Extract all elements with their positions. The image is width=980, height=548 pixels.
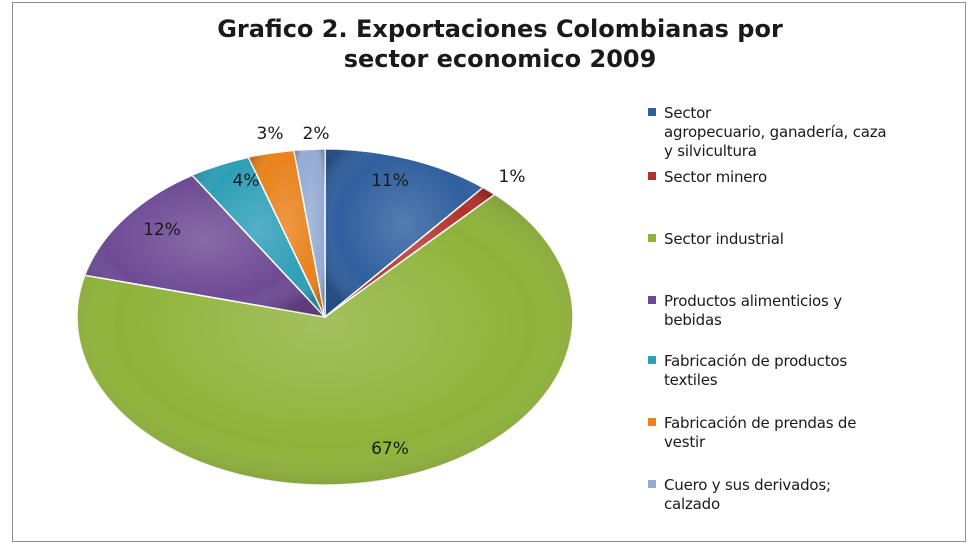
legend-label-line: Fabricación de productos — [664, 352, 848, 370]
legend-swatch-6 — [648, 418, 656, 426]
pie-slice-shading-2 — [325, 187, 495, 317]
data-label-3: 67% — [371, 439, 409, 459]
legend-label-line: Productos alimenticios y — [664, 292, 842, 310]
legend-label-line: textiles — [664, 371, 718, 389]
data-label-6: 3% — [257, 124, 284, 144]
legend-label-line: agropecuario, ganadería, caza — [664, 123, 887, 141]
legend-label-line: Fabricación de prendas de — [664, 414, 857, 432]
chart-title-line-1: Grafico 2. Exportaciones Colombianas por — [217, 15, 783, 43]
pie-slice-shading-7 — [293, 149, 325, 317]
chart-title: Grafico 2. Exportaciones Colombianas por… — [150, 14, 850, 74]
data-label-5: 4% — [233, 171, 260, 191]
legend-swatch-4 — [648, 296, 656, 304]
legend-label-2: Sector minero — [664, 168, 964, 187]
data-label-4: 12% — [143, 220, 181, 240]
pie-slice-shading-4 — [84, 175, 325, 317]
legend-label-3: Sector industrial — [664, 230, 964, 249]
legend-label-1: Sector agropecuario, ganadería, caza y sil… — [664, 104, 964, 161]
legend-swatch-1 — [648, 108, 656, 116]
legend-label-line: Sector — [664, 104, 712, 122]
pie-slice-shading-6 — [248, 150, 325, 317]
legend-label-7: Cuero y sus derivados; calzado — [664, 476, 964, 514]
chart-title-line-2: sector economico 2009 — [343, 45, 657, 73]
legend-label-line: Cuero y sus derivados; — [664, 476, 831, 494]
pie-slice-shading-5 — [192, 157, 325, 317]
pie-slice-shading-1 — [325, 149, 484, 317]
legend-label-line: Sector industrial — [664, 230, 784, 248]
legend-label-6: Fabricación de prendas de vestir — [664, 414, 964, 452]
legend-swatch-7 — [648, 480, 656, 488]
legend-swatch-2 — [648, 172, 656, 180]
legend-label-line: y silvicultura — [664, 142, 757, 160]
legend-label-line: vestir — [664, 433, 705, 451]
legend-label-line: bebidas — [664, 311, 722, 329]
legend-swatch-5 — [648, 356, 656, 364]
legend-label-4: Productos alimenticios y bebidas — [664, 292, 964, 330]
data-label-1: 11% — [371, 171, 409, 191]
legend-label-5: Fabricación de productos textiles — [664, 352, 964, 390]
data-label-7: 2% — [303, 124, 330, 144]
data-label-2: 1% — [499, 167, 526, 187]
legend-label-line: Sector minero — [664, 168, 767, 186]
pie-slice-shading-3 — [77, 194, 574, 485]
legend-label-line: calzado — [664, 495, 720, 513]
legend-swatch-3 — [648, 234, 656, 242]
